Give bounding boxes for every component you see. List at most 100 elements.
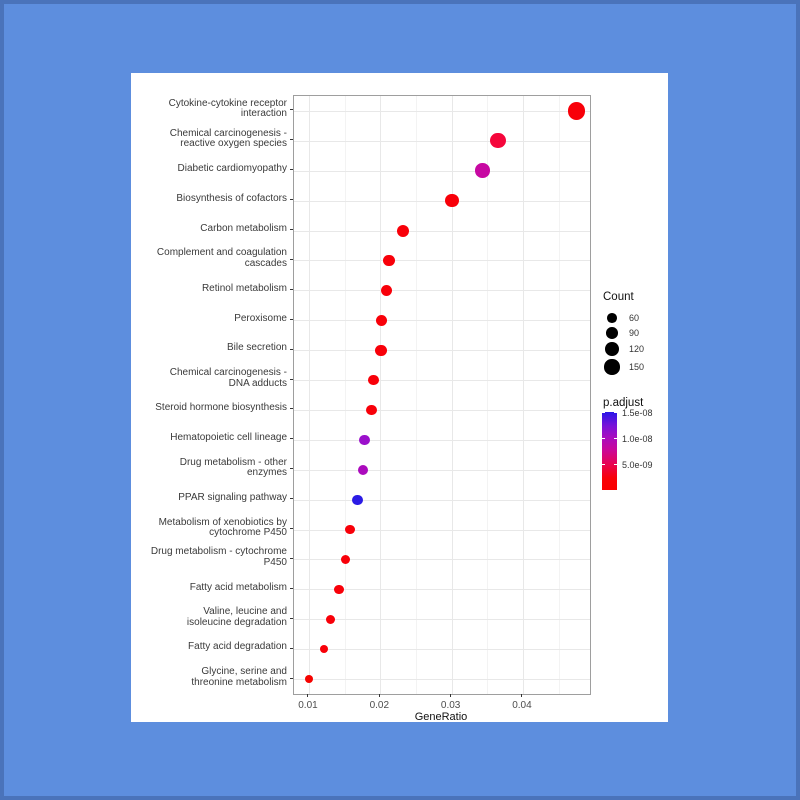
y-axis-label-line: Steroid hormone biosynthesis — [155, 402, 287, 414]
y-axis-tick — [290, 288, 293, 290]
data-point — [490, 133, 506, 149]
x-axis-tick-label: 0.03 — [440, 700, 461, 711]
y-axis-tick — [290, 258, 293, 260]
count-legend-title: Count — [603, 291, 634, 303]
y-axis-tick — [290, 468, 293, 470]
y-axis-label-line: Metabolism of xenobiotics by — [158, 516, 287, 528]
gridline-major-h — [294, 260, 590, 262]
gridline-major-v — [308, 96, 310, 694]
y-axis-label-line: Chemical carcinogenesis - — [169, 127, 287, 139]
x-axis-tick — [450, 694, 452, 697]
y-axis-tick — [290, 348, 293, 350]
y-axis-tick — [290, 617, 293, 619]
data-point — [334, 584, 344, 595]
y-axis-label: Bile secretion — [137, 343, 287, 354]
y-axis-label: PPAR signaling pathway — [137, 491, 287, 504]
y-axis-tick — [290, 378, 293, 380]
y-axis-label-line: Diabetic cardiomyopathy — [177, 163, 288, 174]
y-axis-label: Glycine, serine and threonine metabolism — [137, 667, 287, 688]
x-axis-tick — [307, 694, 309, 697]
y-axis-label: Hematopoietic cell lineage — [137, 433, 287, 444]
gridline-major-v — [380, 96, 382, 694]
chart-card: Cytokine-cytokine receptor interaction Che… — [131, 73, 668, 723]
gridline-major-h — [294, 649, 590, 651]
padjust-tick-right — [614, 438, 617, 439]
x-axis-tick-label: 0.04 — [512, 700, 532, 711]
gridline-major-h — [294, 469, 590, 471]
gridline-minor-v — [558, 96, 560, 694]
data-point — [357, 464, 369, 475]
y-axis-label-line: Cytokine-cytokine receptor — [168, 97, 287, 109]
y-axis-label: Chemical carcinogenesis - reactive oxygen… — [137, 127, 287, 150]
y-axis-label-line: threonine metabolism — [191, 676, 287, 688]
y-axis-label: Metabolism of xenobiotics by cytochrome P… — [137, 516, 287, 539]
y-axis-label: Drug metabolism - cytochrome P450 — [137, 547, 287, 568]
data-point — [383, 254, 395, 267]
y-axis-tick — [290, 647, 293, 649]
y-axis-label: Fatty acid metabolism — [137, 581, 287, 594]
gridline-minor-v — [344, 96, 346, 694]
padjust-tick-label: 1.5e-08 — [622, 407, 653, 418]
y-axis-label: Retinol metabolism — [137, 282, 287, 295]
y-axis-label-line: Carbon metabolism — [200, 222, 287, 234]
y-axis-tick — [290, 318, 293, 320]
y-axis-tick — [290, 139, 293, 141]
y-axis-label: Biosynthesis of cofactors — [137, 192, 287, 205]
y-axis-label-line: Drug metabolism - cytochrome — [150, 546, 287, 558]
count-legend-value: 150 — [629, 362, 645, 372]
data-point — [567, 102, 586, 120]
padjust-tick-label: 5.0e-09 — [622, 459, 653, 470]
gridline-minor-v — [415, 96, 417, 694]
data-point — [397, 224, 410, 237]
y-axis-label-line: cascades — [244, 257, 287, 269]
data-point — [352, 494, 363, 505]
y-axis-label-line: Bile secretion — [226, 342, 287, 354]
y-axis-label-line: Drug metabolism - other — [179, 456, 287, 468]
gridline-major-h — [294, 559, 590, 561]
x-axis-title: GeneRatio — [414, 711, 468, 723]
y-axis-label-line: Biosynthesis of cofactors — [176, 192, 287, 204]
count-legend-circle — [604, 359, 620, 375]
data-point — [445, 193, 460, 208]
data-point — [474, 163, 490, 179]
padjust-colorbar — [602, 412, 617, 490]
y-axis-label-line: cytochrome P450 — [209, 527, 287, 539]
y-axis-label-line: Peroxisome — [234, 312, 287, 324]
gridline-major-h — [294, 589, 590, 591]
padjust-tick-left — [602, 464, 605, 465]
count-legend-circle — [606, 327, 618, 339]
data-point — [375, 344, 387, 356]
y-axis-tick — [290, 498, 293, 500]
gridline-major-v — [522, 96, 524, 694]
y-axis-label-line: PPAR signaling pathway — [178, 491, 287, 503]
gridline-major-h — [294, 170, 590, 172]
padjust-tick-right — [614, 464, 617, 465]
plot-area — [293, 95, 591, 695]
y-axis-tick — [290, 408, 293, 410]
y-axis-label-line: Retinol metabolism — [201, 282, 287, 294]
y-axis-label-line: Fatty acid metabolism — [189, 581, 287, 593]
gridline-major-v — [451, 96, 453, 694]
count-legend-circle — [605, 342, 619, 356]
gridline-major-h — [294, 409, 590, 411]
x-axis-tick-label: 0.02 — [369, 700, 390, 711]
gridline-major-h — [294, 529, 590, 531]
padjust-tick-left — [602, 438, 605, 439]
gridline-major-h — [294, 380, 590, 382]
data-point — [319, 644, 329, 654]
y-axis-label: Complement and coagulation cascades — [137, 248, 287, 269]
y-axis-label: Steroid hormone biosynthesis — [137, 403, 287, 414]
y-axis-tick — [290, 109, 293, 111]
y-axis-label-line: interaction — [240, 108, 287, 120]
data-point — [359, 434, 370, 446]
y-axis-label-line: Complement and coagulation — [156, 247, 287, 259]
x-axis-tick — [378, 694, 380, 697]
padjust-tick-left — [602, 412, 605, 413]
y-axis-label-line: Fatty acid degradation — [188, 641, 287, 653]
gridline-major-h — [294, 619, 590, 621]
x-axis-tick — [521, 694, 523, 697]
data-point — [380, 284, 393, 297]
gridline-major-h — [294, 679, 590, 681]
y-axis-label-line: Chemical carcinogenesis - — [169, 367, 287, 379]
